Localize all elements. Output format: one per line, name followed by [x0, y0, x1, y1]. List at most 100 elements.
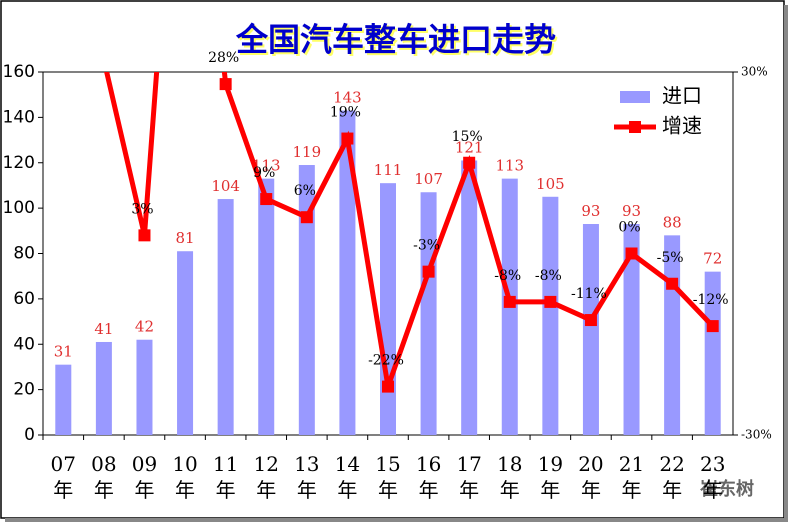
- bar: [339, 110, 356, 435]
- bar-value-label: 31: [54, 343, 73, 361]
- bar: [95, 341, 112, 435]
- growth-value-label: 6%: [294, 183, 316, 199]
- growth-value-label: 19%: [330, 105, 361, 121]
- x-tick-label: 11年: [212, 452, 239, 502]
- x-tick-label: 16年: [415, 452, 442, 502]
- growth-marker: [219, 78, 232, 91]
- bar: [258, 178, 275, 435]
- bar-value-label: 113: [495, 157, 524, 175]
- y-tick-label: 80: [13, 244, 35, 264]
- bar-value-label: 41: [94, 320, 113, 338]
- bar-value-label: 121: [455, 138, 484, 156]
- growth-marker: [138, 229, 151, 242]
- growth-marker: [341, 132, 354, 145]
- x-tick-label: 17年: [456, 452, 482, 502]
- watermark: 崔东树: [700, 478, 754, 500]
- bar-value-label: 81: [176, 229, 195, 247]
- x-tick-label: 13年: [294, 452, 320, 502]
- bar: [420, 192, 437, 435]
- y-tick-label: 120: [3, 153, 35, 173]
- growth-marker: [666, 277, 679, 290]
- bar-value-label: 88: [663, 213, 682, 231]
- growth-value-label: -5%: [657, 250, 684, 266]
- bar: [298, 165, 315, 436]
- bar: [582, 224, 599, 435]
- x-tick-label: 23年: [699, 452, 726, 502]
- bar: [542, 196, 559, 435]
- x-tick-label: 22年: [659, 452, 685, 502]
- x-tick-label: 19年: [537, 452, 564, 502]
- x-tick-label: 10年: [172, 452, 198, 502]
- bar-value-label: 93: [622, 202, 641, 220]
- growth-value-label: 28%: [208, 50, 239, 66]
- growth-value-label: -3%: [413, 238, 440, 254]
- bar: [623, 224, 640, 435]
- growth-marker: [260, 193, 273, 206]
- bar-value-label: 119: [293, 143, 322, 161]
- growth-value-label: 9%: [253, 165, 275, 181]
- growth-value-label: -12%: [693, 292, 729, 308]
- growth-value-label: -22%: [368, 353, 404, 369]
- frame-shadow: [5, 518, 788, 522]
- chart-title: 全国汽车整车进口走势: [235, 21, 556, 59]
- x-tick-label: 12年: [253, 452, 279, 502]
- bar-value-label: 143: [333, 89, 362, 107]
- x-tick-label: 21年: [618, 452, 645, 502]
- legend-swatch: [629, 121, 641, 133]
- legend-label: 增速: [662, 114, 702, 138]
- x-tick-label: 14年: [334, 452, 361, 502]
- x-tick-label: 15年: [375, 452, 401, 502]
- x-tick-label: 07年: [50, 452, 76, 502]
- bar-value-label: 93: [581, 202, 600, 220]
- legend-label: 进口: [662, 84, 702, 108]
- growth-marker: [382, 380, 394, 393]
- growth-line: [104, 72, 715, 388]
- growth-value-label: 15%: [452, 129, 483, 145]
- growth-marker: [422, 265, 435, 278]
- bar-value-label: 104: [211, 177, 240, 195]
- bar-value-label: 105: [536, 175, 565, 193]
- x-tick-label: 18年: [497, 452, 523, 502]
- bar-value-label: 111: [374, 161, 403, 179]
- chart-title-shadow: 全国汽车整车进口走势: [237, 23, 558, 61]
- y-tick-label: 60: [13, 289, 35, 309]
- growth-marker: [706, 320, 719, 333]
- bar: [55, 364, 72, 435]
- bar: [380, 183, 396, 435]
- bar: [217, 199, 234, 435]
- line-group: [104, 72, 719, 393]
- growth-value-label: 3%: [131, 201, 153, 217]
- growth-marker: [625, 247, 638, 260]
- y-tick-label: 160: [3, 62, 35, 82]
- bar: [177, 251, 194, 435]
- frame-shadow: [784, 5, 788, 522]
- growth-marker: [300, 211, 313, 224]
- growth-value-label: -8%: [535, 268, 562, 284]
- x-tick-label: 20年: [578, 452, 604, 502]
- growth-marker: [584, 314, 597, 327]
- y2-tick-label: 30%: [741, 65, 768, 79]
- y2-tick-label: -30%: [741, 428, 772, 442]
- y-tick-label: 140: [3, 107, 35, 127]
- bar-value-label: 113: [252, 157, 281, 175]
- growth-marker: [544, 295, 557, 308]
- x-tick-label: 08年: [91, 452, 117, 502]
- growth-marker: [463, 156, 476, 169]
- growth-value-label: 0%: [618, 220, 640, 236]
- y-tick-label: 20: [13, 380, 35, 400]
- growth-marker: [503, 295, 516, 308]
- bar-value-label: 42: [135, 318, 154, 336]
- y-tick-label: 0: [24, 425, 35, 445]
- growth-value-label: -8%: [494, 268, 521, 284]
- y-tick-label: 100: [3, 198, 35, 218]
- bar: [136, 339, 153, 435]
- bar-value-label: 72: [703, 250, 722, 268]
- bar: [704, 271, 721, 435]
- y-tick-label: 40: [13, 334, 35, 354]
- bar-value-label: 107: [414, 170, 443, 188]
- x-tick-label: 09年: [131, 452, 158, 502]
- bar: [461, 160, 478, 435]
- legend-swatch: [620, 91, 650, 103]
